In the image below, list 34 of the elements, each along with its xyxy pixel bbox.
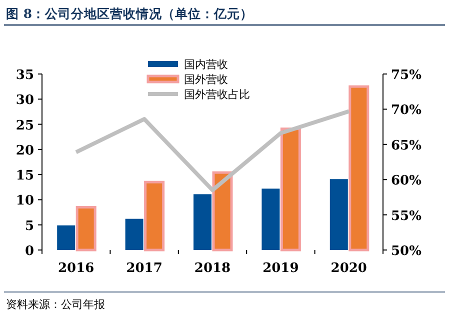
y-tick-label: 10 [16,194,34,209]
bar [212,171,233,252]
legend-label: 国内营收 [184,58,228,71]
y-tick-label: 20 [16,143,34,158]
bar [330,179,348,250]
y-tick-label: 0 [24,244,34,259]
x-tick-label: 2020 [330,261,367,276]
text: 资料来源：公司年报 [6,298,105,311]
y-tick-label: 15 [16,168,34,184]
x-tick-label: 2019 [262,261,299,276]
x-tick-label: 2016 [58,261,94,276]
bar [57,225,76,250]
y2-tick-label: 65% [391,138,422,154]
bar [280,128,301,252]
y2-tick-label: 75% [391,68,422,83]
bar [76,206,96,252]
bar [125,218,144,250]
y-tick-label: 5 [24,218,34,234]
x-tick-label: 2017 [126,261,162,276]
y-tick-label: 30 [16,93,34,108]
bar [194,194,212,250]
bar [144,180,165,252]
y2-tick-label: 70% [391,103,422,118]
y-tick-label: 35 [16,68,34,83]
legend-label: 国外营收 [184,73,228,86]
legend-label: 国外营收占比 [184,88,250,101]
bar [348,85,370,252]
y-tick-label: 25 [16,118,34,134]
y2-tick-label: 55% [391,208,422,224]
chart-title: 图 8：公司分地区营收情况（单位：亿元） [6,6,254,21]
bar [262,188,280,250]
x-tick-label: 2018 [194,261,231,276]
y2-tick-label: 60% [391,174,422,189]
y2-tick-label: 50% [391,244,422,259]
